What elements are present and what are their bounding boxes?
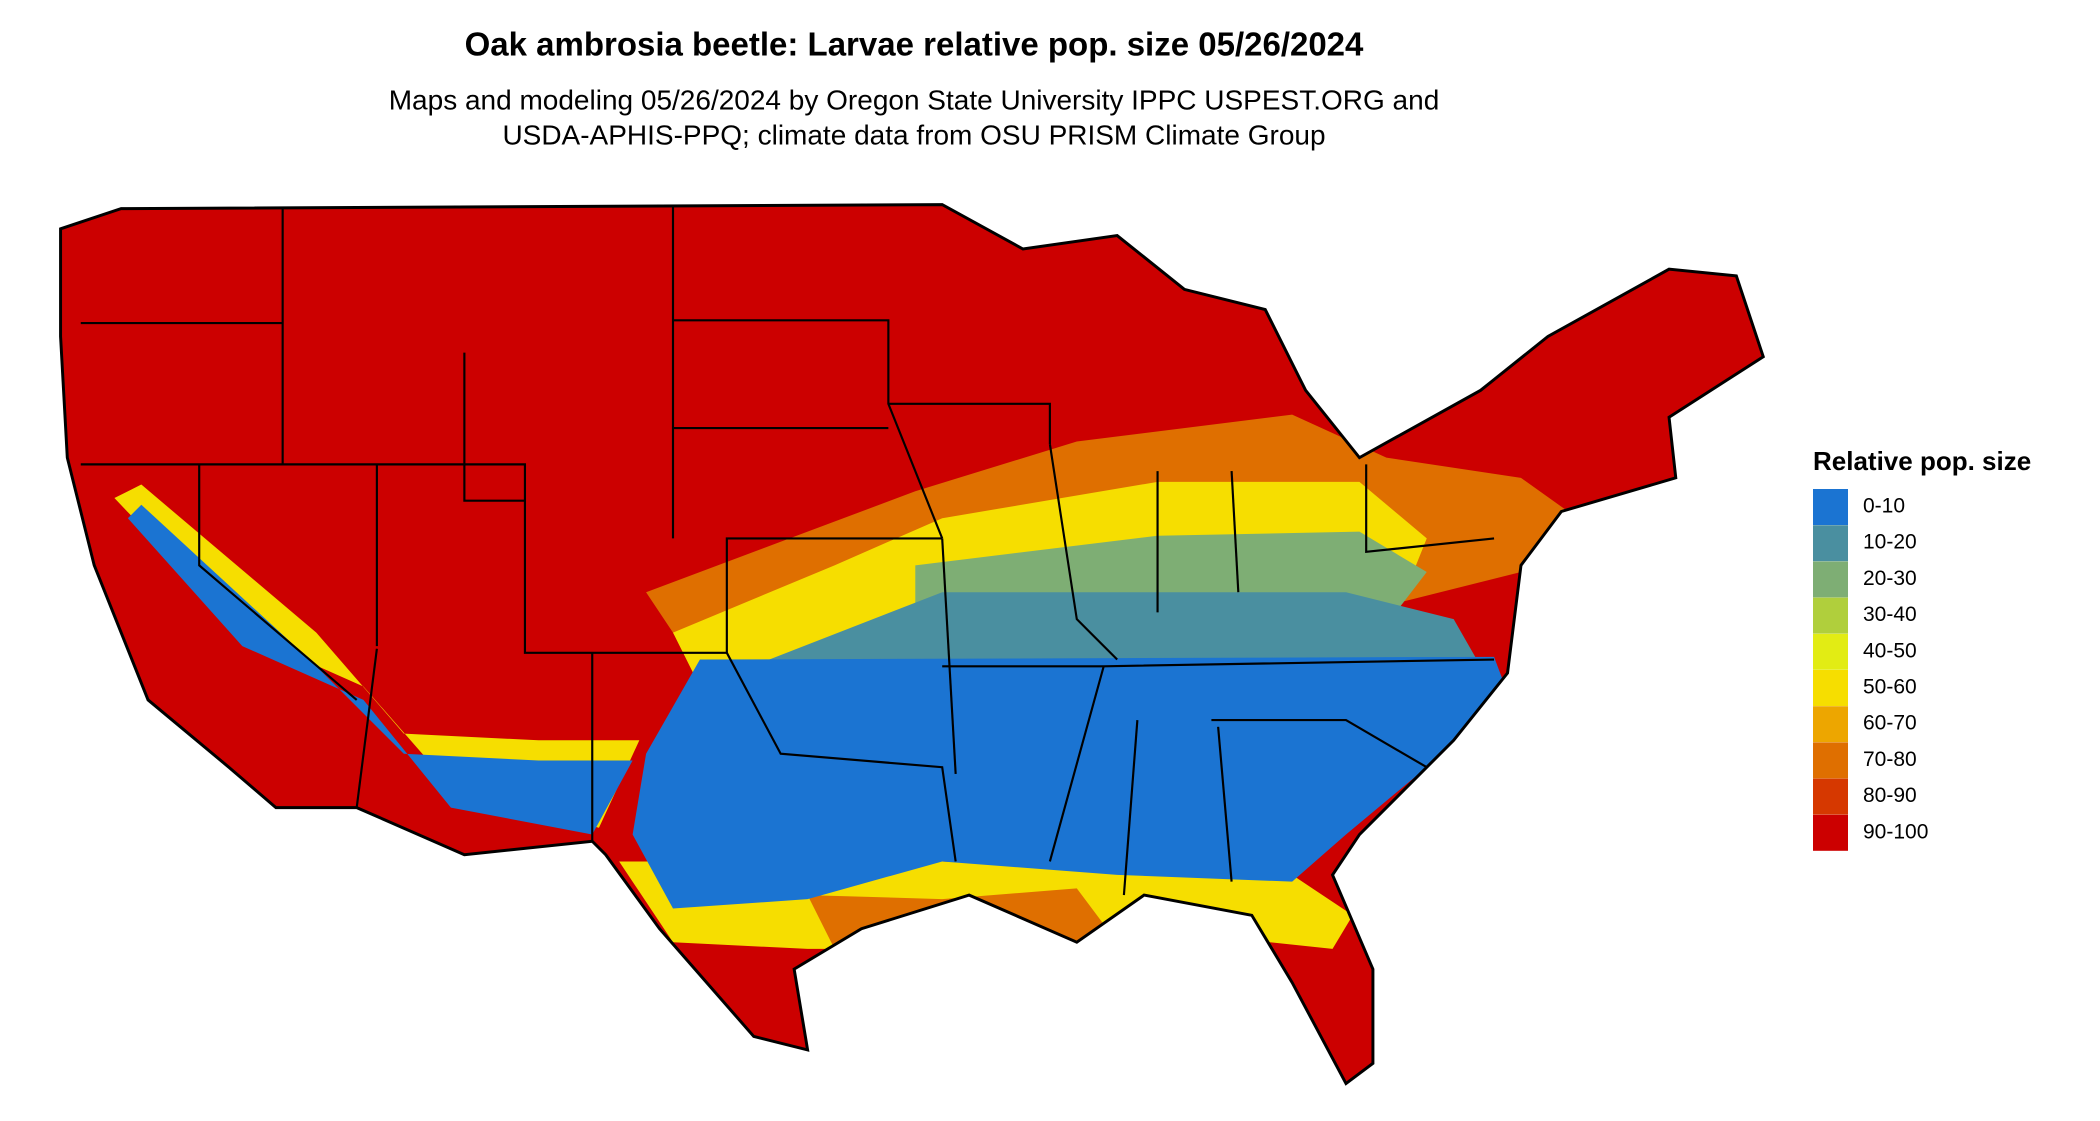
legend-swatch <box>1813 633 1848 670</box>
state-borders <box>80 204 1495 896</box>
legend-label: 40-50 <box>1863 639 1917 662</box>
legend-label: 90-100 <box>1863 820 1928 843</box>
legend-swatch <box>1813 489 1848 525</box>
legend-swatch <box>1813 525 1848 562</box>
map <box>59 203 1765 1086</box>
zone <box>127 504 633 835</box>
legend-swatch <box>1813 706 1848 743</box>
subtitle: Maps and modeling 05/26/2024 by Oregon S… <box>389 84 1440 115</box>
legend-label: 50-60 <box>1863 676 1917 699</box>
legend-label: 30-40 <box>1863 603 1917 626</box>
legend-label: 20-30 <box>1863 567 1917 590</box>
legend-swatch <box>1813 670 1848 706</box>
legend-swatch <box>1813 778 1848 815</box>
legend-label: 60-70 <box>1863 712 1917 735</box>
subtitle: USDA-APHIS-PPQ; climate data from OSU PR… <box>502 119 1325 150</box>
legend-label: 0-10 <box>1863 495 1905 518</box>
legend-swatch <box>1813 597 1848 634</box>
legend: 0-10 10-20 20-30 30-40 40-50 50-60 60-70 70-80 8… <box>1813 489 1928 851</box>
map-title: Oak ambrosia beetle: Larvae relative pop… <box>465 26 1364 63</box>
legend-swatch <box>1813 561 1848 598</box>
legend-label: 10-20 <box>1863 531 1917 554</box>
legend-label: 80-90 <box>1863 784 1917 807</box>
legend-swatch <box>1813 814 1848 851</box>
legend-label: 70-80 <box>1863 748 1917 771</box>
legend-title: Relative pop. size <box>1813 446 2031 476</box>
zone <box>114 484 640 828</box>
legend-swatch <box>1813 742 1848 779</box>
